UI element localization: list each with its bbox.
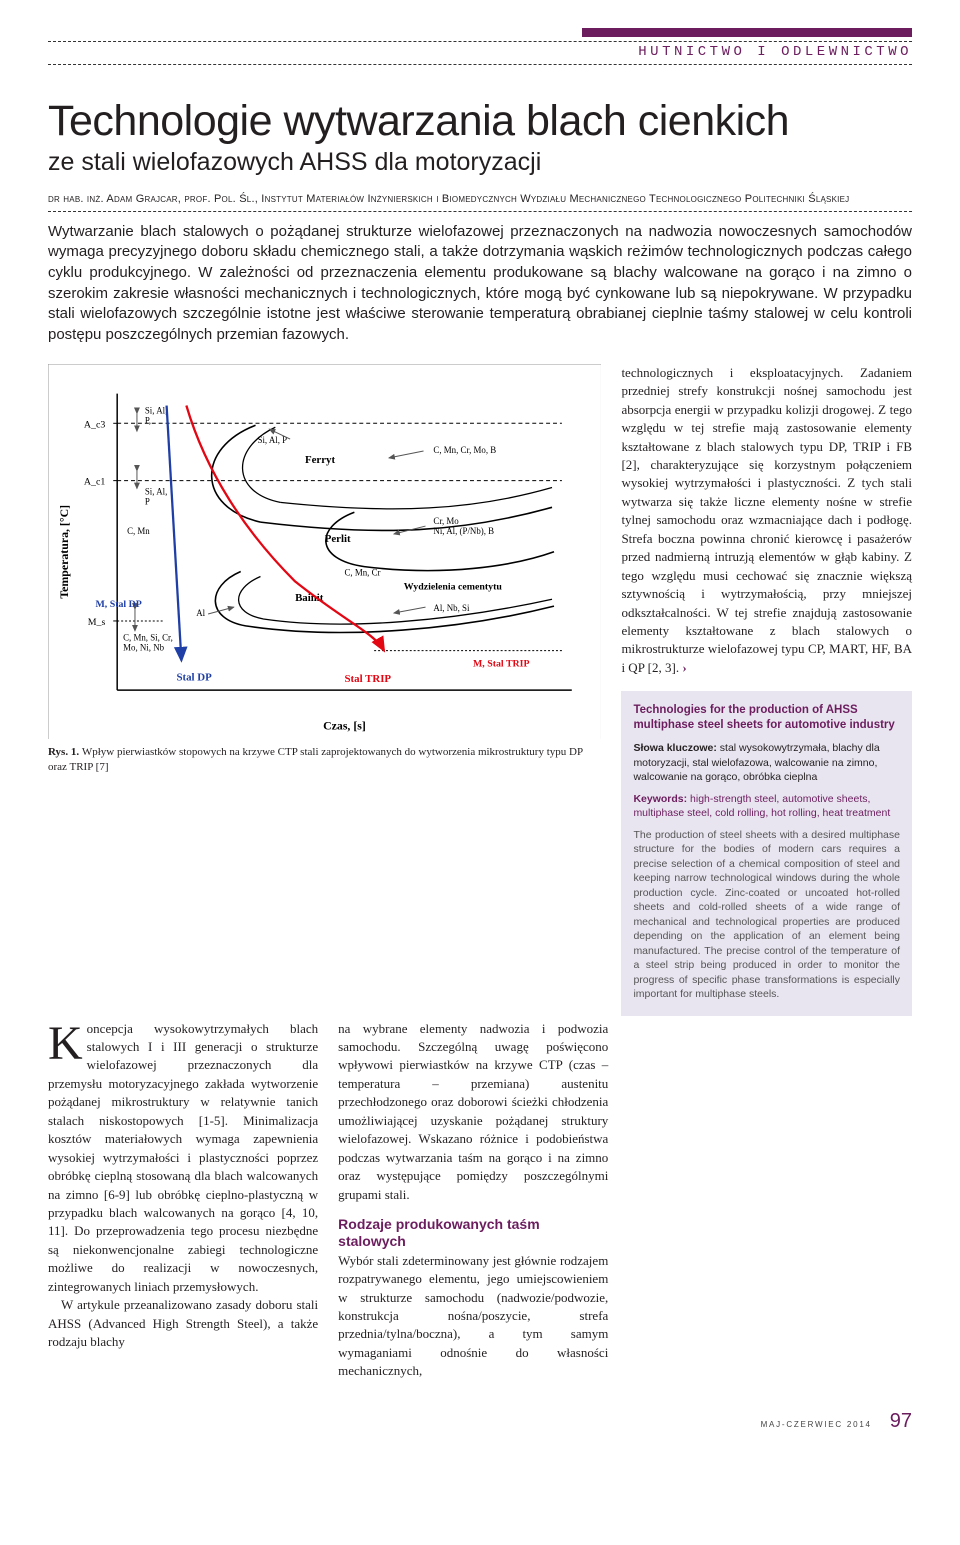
article-title: Technologie wytwarzania blach cienkich [48,99,912,145]
accent-bar [582,28,912,37]
svg-text:Stal TRIP: Stal TRIP [344,673,391,685]
svg-text:M_s: M_s [88,617,106,628]
svg-text:Perlit: Perlit [325,533,351,545]
left-column-p2: W artykule przeanalizowano zasady doboru… [48,1296,318,1351]
svg-text:Wydzielenia cementytu: Wydzielenia cementytu [404,581,503,592]
separator [48,211,912,212]
svg-text:M, Stal TRIP: M, Stal TRIP [473,658,530,669]
abstract-pl: Wytwarzanie blach stalowych o pożądanej … [48,222,912,346]
svg-text:A_c3: A_c3 [84,419,105,430]
svg-text:P,: P, [145,415,151,425]
svg-text:Czas, [s]: Czas, [s] [323,718,366,732]
mid-column-p2: Wybór stali zdeterminowany jest głównie … [338,1252,608,1381]
svg-text:Si, Al, P: Si, Al, P [258,435,288,445]
svg-text:Stal DP: Stal DP [176,671,212,683]
svg-text:Bainit: Bainit [295,592,324,604]
svg-text:Ferryt: Ferryt [305,454,336,466]
abstract-en: The production of steel sheets with a de… [633,828,900,1002]
svg-text:A_c1: A_c1 [84,476,105,487]
svg-text:Ni, Al, (P/Nb), B: Ni, Al, (P/Nb), B [433,526,494,536]
mid-column-p1: na wybrane elementy nadwozia i podwozia … [338,1020,608,1205]
article-subtitle: ze stali wielofazowych AHSS dla motoryza… [48,148,912,178]
svg-text:Al: Al [196,608,205,618]
issue-date: Maj-Czerwiec 2014 [761,1419,872,1430]
author-line: dr hab. inż. Adam Grajcar, prof. Pol. Śl… [48,192,912,208]
continue-arrow-icon: › [682,660,686,675]
info-box: Technologies for the production of AHSS … [621,691,912,1015]
svg-text:P: P [145,496,150,506]
infobox-title: Technologies for the production of AHSS … [633,703,900,733]
svg-text:Si, Al,: Si, Al, [145,486,167,496]
left-column-p1: Koncepcja wysokowytrzymałych blach stalo… [48,1020,318,1297]
svg-text:Al, Nb, Si: Al, Nb, Si [433,603,470,613]
keywords-en: Keywords: high-strength steel, automotiv… [633,792,900,821]
svg-text:C, Mn, Cr: C, Mn, Cr [344,567,380,577]
category-header: Hutnictwo i odlewnictwo [48,41,912,65]
svg-text:Si, Al,: Si, Al, [145,405,167,415]
right-column-text: technologicznych i eksploatacyjnych. Zad… [621,364,912,678]
svg-text:C, Mn: C, Mn [127,526,150,536]
section-heading: Rodzaje produkowanych taśm stalowych [338,1216,608,1250]
keywords-pl: Słowa kluczowe: stal wysokowytrzymała, b… [633,741,900,784]
svg-text:Temperatura, [°C]: Temperatura, [°C] [57,505,71,599]
svg-text:C, Mn, Si, Cr,: C, Mn, Si, Cr, [123,632,173,642]
figure-caption: Rys. 1. Wpływ pierwiastków stopowych na … [48,745,601,774]
figure-ctp-diagram: A_c3 A_c1 M_s Czas, [s] Temperatura, [°C… [48,364,601,740]
svg-text:Mo, Ni, Nb: Mo, Ni, Nb [123,642,164,652]
svg-text:C, Mn, Cr, Mo, B: C, Mn, Cr, Mo, B [433,445,496,455]
svg-text:M, Stal DP: M, Stal DP [95,599,141,610]
svg-text:Cr, Mo: Cr, Mo [433,516,459,526]
